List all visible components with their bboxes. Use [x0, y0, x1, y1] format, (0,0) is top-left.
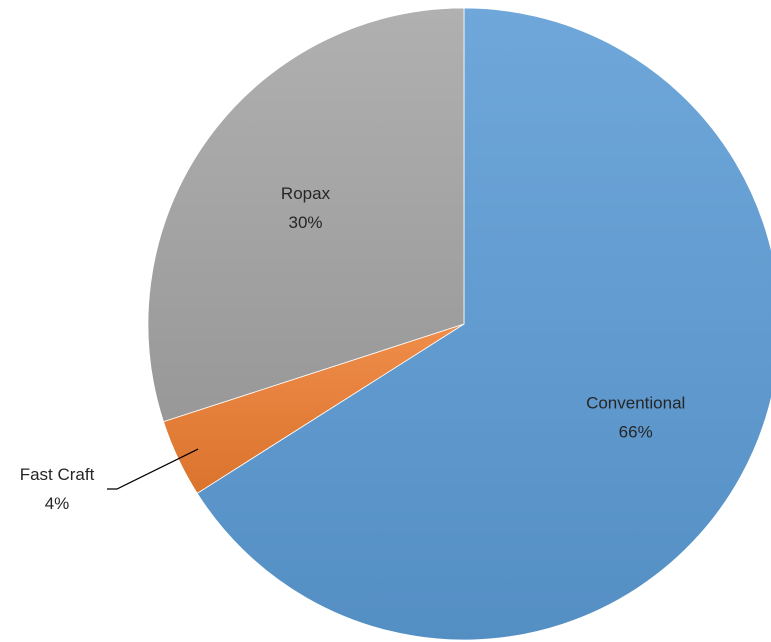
slice-label-percent-ropax: 30%: [288, 213, 322, 232]
leader-line-fast-craft: [107, 448, 199, 490]
slice-label-percent-fast-craft: 4%: [45, 494, 70, 513]
slice-label-name-conventional: Conventional: [586, 393, 685, 412]
slice-label-name-fast-craft: Fast Craft: [20, 465, 95, 484]
labels-layer: Conventional 66% Fast Craft 4% Ropax 30%: [20, 184, 686, 513]
slice-label-percent-conventional: 66%: [619, 422, 653, 441]
slice-label-name-ropax: Ropax: [281, 184, 331, 203]
pie-slice-conventional: [196, 7, 771, 641]
pie-slice-ropax: [147, 7, 465, 423]
slices-layer: [147, 7, 771, 641]
